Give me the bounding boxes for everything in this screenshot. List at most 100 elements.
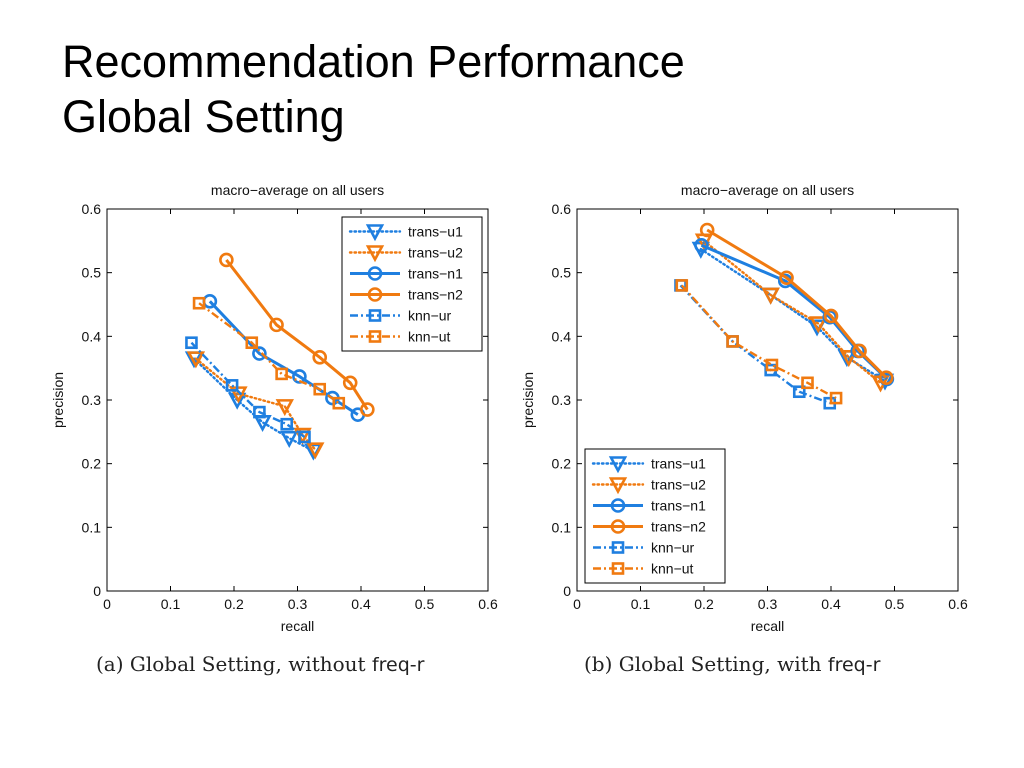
chart-a-data-point xyxy=(275,399,294,417)
chart-b-data-point xyxy=(792,385,806,399)
chart-a-legend-marker xyxy=(367,266,383,281)
chart-a-legend: trans−u1 trans−u2 trans−n1 trans−n2 knn−ur kn… xyxy=(341,216,483,352)
chart-a-x-axis-label: recall xyxy=(281,618,314,634)
chart-a-x-tick-label: 0.2 xyxy=(224,596,244,612)
chart-b-data-point xyxy=(699,222,715,238)
chart-a-legend-label: trans−n2 xyxy=(408,287,463,303)
chart-global-without-freq-r: 0 0.1 0.2 0.3 0.4 0.5 0.6 0 0.1 0.2 0.3 0.4 0.5 0.6 ma… xyxy=(40,172,510,642)
chart-b-y-tick-label: 0 xyxy=(563,583,571,599)
chart-a-legend-marker xyxy=(368,309,382,322)
chart-a-series-line xyxy=(194,357,317,451)
chart-a-data-point xyxy=(219,252,234,268)
chart-a-legend-label: trans−u1 xyxy=(408,224,463,240)
chart-a-data-point xyxy=(360,402,375,417)
chart-b-x-tick-label: 0.5 xyxy=(885,596,905,612)
caption-b-text: Global Setting, with xyxy=(618,652,822,676)
chart-b-legend-marker xyxy=(611,541,625,554)
caption-b: (b) Global Setting, with freq-r xyxy=(584,652,880,676)
chart-b-data-point xyxy=(726,335,739,348)
chart-a-legend-box xyxy=(341,216,483,352)
caption-a: (a) Global Setting, without freq-r xyxy=(96,652,424,676)
chart-a-x-tick-label: 0.4 xyxy=(351,596,371,612)
chart-a-series-4 xyxy=(185,336,311,444)
chart-a-y-tick-label: 0.4 xyxy=(82,328,102,344)
chart-a-series-line xyxy=(225,259,369,411)
chart-b-y-tick-label: 0.5 xyxy=(552,265,572,281)
chart-global-with-freq-r: 0 0.1 0.2 0.3 0.4 0.5 0.6 0 0.1 0.2 0.3 0.4 0.5 0.6 ma… xyxy=(510,172,980,642)
chart-a-x-tick-label: 0.1 xyxy=(161,596,181,612)
chart-b-legend-label: knn−ut xyxy=(651,561,694,577)
chart-a-data-point xyxy=(185,336,198,349)
chart-b-data-point xyxy=(829,391,843,405)
chart-b-svg: 0 0.1 0.2 0.3 0.4 0.5 0.6 0 0.1 0.2 0.3 0.4 0.5 0.6 ma… xyxy=(520,182,968,634)
chart-a-x-tick-label: 0.6 xyxy=(478,596,498,612)
chart-a-series-5 xyxy=(192,296,346,410)
chart-b-legend-entry: trans−n1 xyxy=(593,498,706,514)
chart-a-data-point xyxy=(229,386,248,404)
chart-b-legend-entry: trans−u1 xyxy=(591,456,706,474)
chart-a-y-tick-label: 0 xyxy=(93,583,101,599)
chart-a-x-tick-label: 0.3 xyxy=(288,596,308,612)
chart-a-data-point xyxy=(306,442,325,460)
chart-a-data-point xyxy=(192,296,206,310)
chart-b-legend-marker xyxy=(610,498,626,513)
chart-b-legend-entry: trans−u2 xyxy=(591,477,706,495)
chart-a-legend-marker xyxy=(368,330,382,343)
chart-b-series-line xyxy=(680,284,837,400)
chart-a-legend-entry: trans−u1 xyxy=(348,224,463,242)
chart-b-x-tick-label: 0 xyxy=(573,596,581,612)
chart-b-x-tick-label: 0.1 xyxy=(631,596,651,612)
chart-b-y-tick-label: 0.4 xyxy=(552,328,572,344)
chart-b-x-tick-label: 0.6 xyxy=(948,596,968,612)
chart-b-legend: trans−u1 trans−u2 trans−n1 trans−n2 knn−ur kn… xyxy=(584,448,726,584)
chart-a-data-point xyxy=(298,430,311,444)
chart-a-data-point xyxy=(269,317,284,333)
chart-a-legend-label: knn−ut xyxy=(408,329,451,345)
chart-b-x-tick-label: 0.3 xyxy=(758,596,778,612)
chart-a-legend-label: trans−u2 xyxy=(408,245,463,261)
chart-b-x-tick-label: 0.4 xyxy=(821,596,841,612)
caption-a-text: Global Setting, without xyxy=(129,652,366,676)
chart-b-legend-label: trans−u1 xyxy=(651,456,706,472)
chart-a-legend-entry: knn−ut xyxy=(350,329,451,345)
chart-a-series-line xyxy=(198,302,340,405)
chart-b-data-point xyxy=(765,358,779,372)
chart-a-data-point xyxy=(332,396,346,410)
chart-a-y-tick-label: 0.6 xyxy=(82,201,102,217)
chart-a-data-point xyxy=(186,351,206,369)
chart-b-data-point xyxy=(694,237,709,253)
chart-b-y-tick-label: 0.6 xyxy=(552,201,572,217)
chart-b-series-line xyxy=(706,228,888,379)
chart-b-data-point xyxy=(823,308,839,324)
chart-b-data-point xyxy=(761,287,780,305)
chart-b-x-tick-label: 0.2 xyxy=(694,596,714,612)
chart-b-series-5 xyxy=(675,279,843,405)
chart-a-title: macro−average on all users xyxy=(211,182,384,198)
chart-a-data-point xyxy=(225,379,239,392)
chart-b-y-axis-label: precision xyxy=(520,372,536,428)
chart-a-legend-entry: knn−ur xyxy=(350,308,452,324)
chart-a-legend-marker xyxy=(367,287,383,302)
chart-a-series-line xyxy=(192,357,315,453)
chart-b-y-tick-label: 0.3 xyxy=(552,392,572,408)
caption-b-label: (b) xyxy=(584,652,613,676)
chart-a-data-point xyxy=(313,382,327,396)
chart-b-legend-entry: knn−ur xyxy=(593,540,695,556)
chart-b-legend-label: trans−n2 xyxy=(651,519,706,535)
chart-b-data-point xyxy=(878,370,894,386)
chart-a-series-1 xyxy=(186,351,325,460)
chart-a-data-point xyxy=(253,405,266,419)
chart-b-legend-label: knn−ur xyxy=(651,540,695,556)
chart-b-data-point xyxy=(809,316,828,334)
chart-a-x-tick-label: 0.5 xyxy=(415,596,435,612)
chart-b-legend-box xyxy=(584,448,726,584)
chart-a-legend-label: trans−n1 xyxy=(408,266,463,282)
chart-a-series-3 xyxy=(219,252,375,417)
chart-a-svg: 0 0.1 0.2 0.3 0.4 0.5 0.6 0 0.1 0.2 0.3 0.4 0.5 0.6 ma… xyxy=(50,182,498,634)
chart-a-data-point xyxy=(342,375,358,391)
chart-b-series-3 xyxy=(699,222,894,386)
chart-a-legend-marker xyxy=(365,224,385,242)
chart-b-legend-marker xyxy=(608,456,628,474)
chart-b-legend-label: trans−n1 xyxy=(651,498,706,514)
chart-a-y-tick-label: 0.2 xyxy=(82,456,102,472)
